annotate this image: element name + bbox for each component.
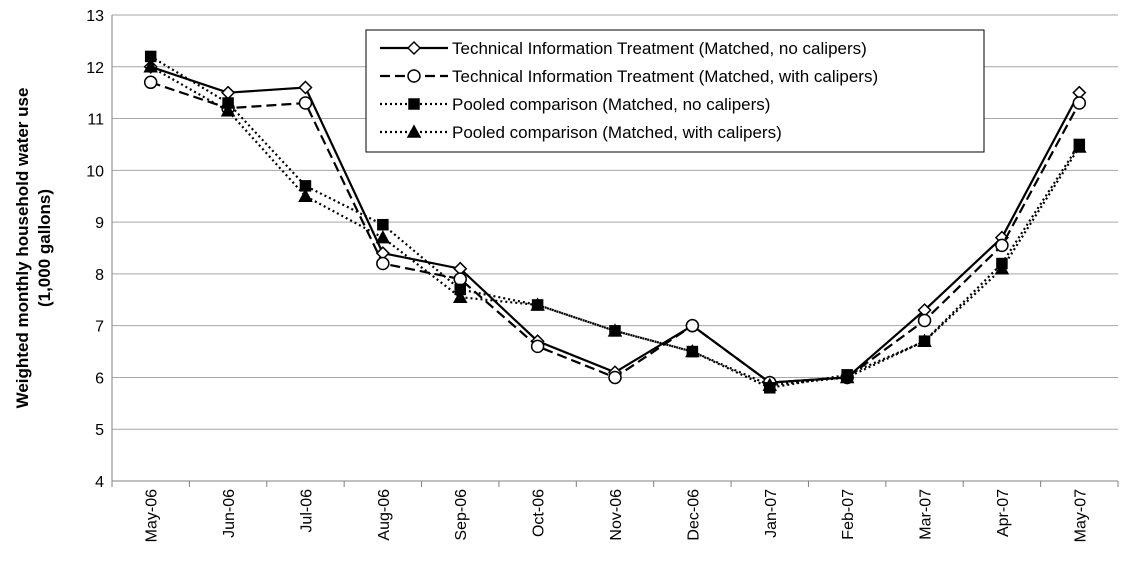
- marker: [220, 103, 236, 117]
- marker: [453, 272, 467, 286]
- legend-label: Technical Information Treatment (Matched…: [452, 67, 878, 86]
- x-tick-label: Jun-06: [221, 489, 238, 538]
- marker: [298, 80, 313, 95]
- legend-box: [365, 29, 985, 153]
- marker: [143, 59, 158, 73]
- x-tick-label: Mar-07: [918, 489, 935, 540]
- x-tick-label: May-06: [144, 489, 161, 542]
- marker: [377, 218, 389, 231]
- x-tick-label: Aug-06: [376, 489, 393, 541]
- marker: [406, 124, 422, 138]
- marker: [407, 69, 421, 83]
- marker: [143, 75, 158, 90]
- marker: [406, 40, 422, 56]
- x-tick-label: Oct-06: [531, 489, 548, 537]
- marker: [530, 297, 545, 311]
- marker: [1072, 139, 1087, 153]
- x-tick-label: Feb-07: [840, 489, 857, 540]
- y-tick-label: 5: [95, 422, 104, 439]
- x-tick-label: May-07: [1072, 489, 1089, 542]
- marker: [685, 343, 700, 358]
- marker: [298, 96, 313, 110]
- y-tick-label: 7: [95, 319, 104, 336]
- marker: [685, 318, 700, 333]
- marker: [608, 370, 622, 385]
- y-tick-label: 9: [95, 215, 104, 232]
- x-tick-label: Jul-06: [298, 489, 315, 533]
- marker: [452, 289, 468, 303]
- marker: [376, 256, 390, 271]
- legend: Technical Information Treatment (Matched…: [365, 29, 985, 153]
- x-tick-label: Dec-06: [685, 489, 702, 541]
- y-axis-label: Weighted monthly household water use: [13, 88, 32, 409]
- marker: [1072, 96, 1087, 110]
- x-tick-label: Nov-06: [608, 489, 625, 541]
- marker: [995, 238, 1009, 253]
- marker: [762, 377, 778, 391]
- y-tick-label: 13: [86, 8, 104, 25]
- marker: [917, 313, 932, 328]
- marker: [408, 98, 420, 110]
- y-tick-label: 10: [86, 163, 104, 180]
- y-tick-label: 8: [95, 267, 104, 284]
- y-tick-label: 4: [95, 474, 104, 491]
- legend-label: Pooled comparison (Matched, no calipers): [452, 95, 770, 114]
- marker: [994, 261, 1010, 275]
- y-tick-label: 11: [87, 112, 104, 129]
- marker: [530, 339, 545, 354]
- marker: [375, 230, 391, 244]
- legend-label: Technical Information Treatment (Matched…: [452, 39, 867, 58]
- x-tick-label: Sep-06: [453, 489, 470, 541]
- y-tick-label: 6: [95, 370, 104, 387]
- x-tick-label: Jan-07: [763, 489, 780, 538]
- x-tick-label: Apr-07: [995, 489, 1012, 537]
- marker: [221, 85, 236, 100]
- marker: [839, 369, 855, 384]
- marker: [917, 333, 932, 347]
- y-tick-label: 12: [86, 60, 104, 77]
- marker: [298, 188, 313, 202]
- marker: [607, 323, 623, 337]
- y-axis-label: (1,000 gallons): [35, 189, 54, 307]
- legend-label: Pooled comparison (Matched, with caliper…: [452, 123, 782, 142]
